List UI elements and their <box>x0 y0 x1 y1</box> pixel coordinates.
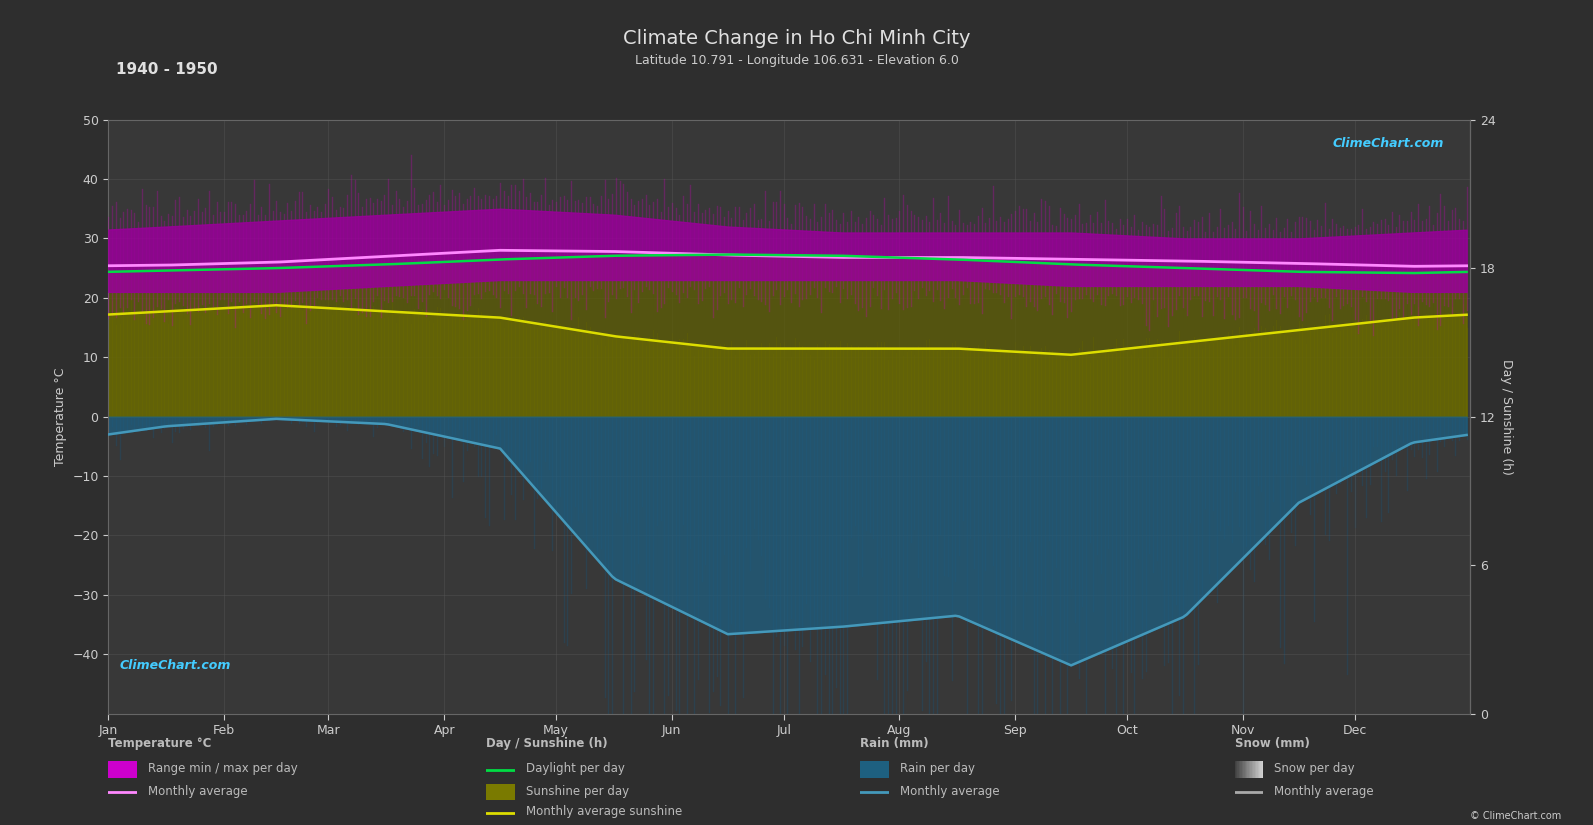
Text: Rain per day: Rain per day <box>900 762 975 776</box>
Text: Sunshine per day: Sunshine per day <box>526 785 629 798</box>
Text: Snow (mm): Snow (mm) <box>1235 737 1309 750</box>
Text: Climate Change in Ho Chi Minh City: Climate Change in Ho Chi Minh City <box>623 29 970 48</box>
Text: Rain (mm): Rain (mm) <box>860 737 929 750</box>
Text: Monthly average: Monthly average <box>1274 785 1375 798</box>
Y-axis label: Day / Sunshine (h): Day / Sunshine (h) <box>1499 359 1513 474</box>
Text: Snow per day: Snow per day <box>1274 762 1356 776</box>
Text: Range min / max per day: Range min / max per day <box>148 762 298 776</box>
Text: 1940 - 1950: 1940 - 1950 <box>116 62 218 77</box>
Text: © ClimeChart.com: © ClimeChart.com <box>1470 811 1561 821</box>
Text: Day / Sunshine (h): Day / Sunshine (h) <box>486 737 607 750</box>
Text: Temperature °C: Temperature °C <box>108 737 212 750</box>
Text: Monthly average: Monthly average <box>148 785 249 798</box>
Text: Daylight per day: Daylight per day <box>526 762 624 776</box>
Y-axis label: Temperature °C: Temperature °C <box>54 367 67 466</box>
Text: ClimeChart.com: ClimeChart.com <box>1333 138 1445 150</box>
Text: Latitude 10.791 - Longitude 106.631 - Elevation 6.0: Latitude 10.791 - Longitude 106.631 - El… <box>634 54 959 67</box>
Text: Monthly average sunshine: Monthly average sunshine <box>526 805 682 818</box>
Text: Monthly average: Monthly average <box>900 785 1000 798</box>
Text: ClimeChart.com: ClimeChart.com <box>119 659 231 672</box>
